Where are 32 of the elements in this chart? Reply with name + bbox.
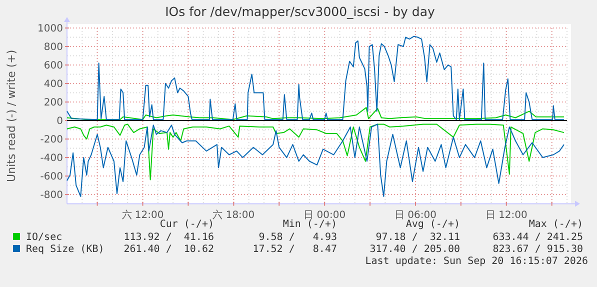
x-tick-label: 日 06:00 xyxy=(394,210,436,221)
text: 261.40 / 10.62 xyxy=(124,244,214,255)
text: 823.67 / 915.30 xyxy=(492,244,583,255)
y-tick-label: 400 xyxy=(44,79,63,90)
y-tick-label: -200 xyxy=(40,134,63,146)
text: 17.52 / 8.47 xyxy=(252,244,337,255)
x-tick-label: 日 00:00 xyxy=(304,210,346,221)
text: 9.58 / 4.93 xyxy=(258,232,337,243)
text: Avg (-/+) xyxy=(406,219,460,230)
y-axis-title: Units read (-) / write (+) xyxy=(5,50,18,182)
text: Last update: Sun Sep 20 16:15:07 2026 xyxy=(365,256,588,267)
y-tick-label: 1000 xyxy=(38,24,63,34)
y-tick-label: 0 xyxy=(56,116,63,128)
text: 317.40 / 205.00 xyxy=(370,244,460,255)
text: Cur (-/+) xyxy=(160,219,214,230)
text: 113.92 / 41.16 xyxy=(124,232,214,243)
y-tick-label: 200 xyxy=(44,98,63,109)
text: 633.44 / 241.25 xyxy=(492,232,583,243)
x-tick-label: 六 18:00 xyxy=(212,208,255,221)
x-tick-label: 日 12:00 xyxy=(485,210,528,221)
y-tick-label: 800 xyxy=(44,42,63,54)
y-tick-label: -800 xyxy=(40,190,63,202)
legend-label: IO/sec xyxy=(26,232,62,243)
chart-title: IOs for /dev/mapper/scv3000_iscsi - by day xyxy=(165,4,436,19)
y-tick-label: -600 xyxy=(40,172,63,183)
x-tick-label: 六 12:00 xyxy=(122,208,164,221)
text: 97.18 / 32.11 xyxy=(376,232,460,243)
y-tick-label: -400 xyxy=(40,153,63,164)
text: Max (-/+) xyxy=(528,219,583,230)
y-tick-label: 600 xyxy=(44,60,63,72)
legend-label: Req Size (KB) xyxy=(26,244,104,255)
text: Min (-/+) xyxy=(282,219,337,230)
